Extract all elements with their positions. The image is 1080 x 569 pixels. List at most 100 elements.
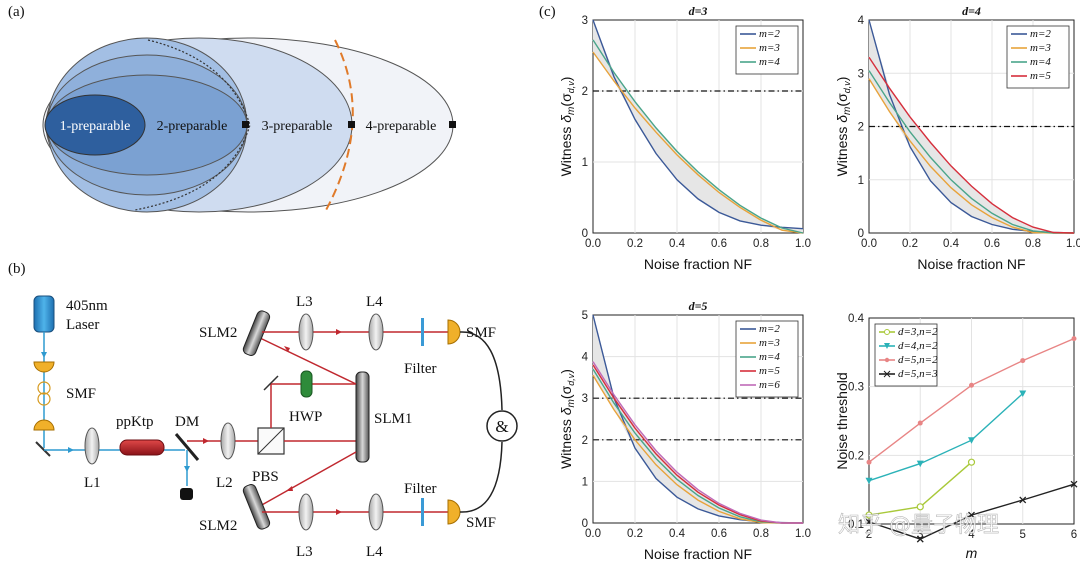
y-tick-label: 0 [582, 518, 588, 530]
data-point [967, 458, 976, 466]
panel-label-b: (b) [8, 261, 26, 277]
laser-label-2: Laser [66, 317, 99, 333]
watermark: 知乎 @量子物理 [838, 513, 999, 538]
legend-label: d=4,n=2 [898, 340, 938, 352]
chart-d4: 0.0 0.2 0.4 0.6 0.8 1.0 0 1 2 3 4 d=4 Noise fraction… [834, 4, 1080, 272]
x-axis-label: Noise fraction NF [917, 256, 1025, 272]
fiber-coupler-icon [33, 419, 55, 431]
panel-label-c: (c) [539, 4, 556, 20]
x-tick-label: 0.6 [711, 238, 727, 250]
y-tick-label: 4 [582, 352, 589, 364]
data-point [866, 459, 872, 465]
y-tick-label: 5 [582, 310, 588, 322]
fiber-line [459, 441, 503, 513]
dm-label: DM [175, 414, 199, 430]
set-3-marker [348, 121, 355, 128]
l4-top-label: L4 [366, 294, 383, 310]
set-1-ellipse [44, 94, 146, 156]
fiber-loop-icon [37, 381, 51, 395]
beam-dump-icon [180, 488, 193, 500]
arrow-icon [286, 486, 293, 491]
y-tick-label: 0.4 [848, 313, 865, 325]
coincidence-counter-icon [486, 410, 518, 442]
hwp-icon [300, 370, 313, 398]
legend-label: m=2 [1030, 28, 1051, 40]
coincidence-label: & [495, 417, 508, 436]
x-tick-label: 0.0 [861, 238, 877, 250]
dotted-boundary [134, 39, 251, 211]
y-tick-label: 1 [582, 476, 588, 488]
y-tick-label: 3 [582, 393, 588, 405]
x-tick-label: 1.0 [1066, 238, 1080, 250]
x-axis-label: Noise fraction NF [644, 546, 752, 562]
mirror-icon [263, 375, 279, 391]
legend-label: d=5,n=3 [898, 368, 938, 380]
x-tick-label: 4 [968, 529, 975, 541]
series-line-m=3 [868, 78, 1074, 234]
x-tick-label: 0.2 [627, 238, 643, 250]
shaded-region [593, 20, 803, 233]
legend-marker [883, 370, 891, 378]
y-tick-label: 0.3 [848, 382, 864, 394]
slm2-top-icon [242, 310, 271, 356]
x-tick-label: 0.8 [753, 528, 769, 540]
panel-label-a: (a) [8, 4, 25, 20]
slm1-icon [355, 371, 370, 463]
x-tick-label: 1.0 [795, 238, 811, 250]
fiber-loop-icon [37, 392, 51, 406]
l1-label: L1 [84, 475, 101, 491]
y-tick-label: 0 [858, 228, 864, 240]
series-line-m=3 [592, 51, 804, 234]
y-tick-label: 2 [858, 122, 864, 134]
x-tick-label: 0.6 [984, 238, 1000, 250]
legend-label: m=6 [759, 379, 780, 391]
lens-icon [220, 422, 236, 460]
legend-marker [884, 357, 890, 363]
pbs-diagonal [257, 427, 285, 455]
legend-label: m=3 [759, 337, 780, 349]
x-tick-label: 0.4 [669, 528, 686, 540]
lens-icon [368, 313, 384, 351]
legend-label: m=4 [759, 351, 780, 363]
lens-icon [368, 493, 384, 531]
y-tick-label: 4 [858, 15, 865, 27]
slm2-bottom-label: SLM2 [199, 518, 237, 534]
data-point [865, 518, 873, 526]
y-axis-label: Witness δm(σd,v) [558, 77, 577, 177]
smf-bottom-label: SMF [466, 515, 496, 531]
hwp-label: HWP [289, 409, 322, 425]
legend-label: m=4 [759, 56, 780, 68]
fiber-coupler-icon [447, 319, 461, 345]
l2-label: L2 [216, 475, 233, 491]
pbs-label: PBS [252, 469, 279, 485]
legend-label: d=3,n=2 [898, 326, 938, 338]
slm2-bottom-icon [242, 484, 271, 530]
photon-beam [259, 337, 357, 385]
data-point [1019, 390, 1027, 398]
y-tick-label: 2 [582, 435, 588, 447]
x-tick-label: 2 [866, 529, 872, 541]
x-tick-label: 0.4 [669, 238, 686, 250]
laser-icon [33, 295, 55, 333]
series-line-m=2 [592, 19, 804, 230]
series-line-m=5 [868, 56, 1075, 234]
x-tick-label: 0.2 [627, 528, 643, 540]
legend-label: m=5 [759, 365, 780, 377]
lens-icon [298, 313, 314, 351]
filter-icon [421, 318, 424, 346]
data-point [1071, 336, 1077, 342]
photon-beam [259, 451, 357, 507]
set-1-label: 1-preparable [60, 119, 131, 134]
x-tick-label: 0.6 [711, 528, 727, 540]
legend-label: m=2 [759, 28, 780, 40]
legend-label: m=4 [1030, 56, 1051, 68]
legend-label: m=5 [1030, 70, 1051, 82]
l4-bottom-label: L4 [366, 544, 383, 560]
data-point [917, 420, 923, 426]
series-line-m=4 [868, 70, 1074, 234]
l3-bottom-label: L3 [296, 544, 313, 560]
x-tick-label: 6 [1071, 529, 1077, 541]
filter-icon [421, 498, 424, 526]
set-4-label: 4-preparable [366, 119, 437, 134]
filter-top-label: Filter [404, 361, 437, 377]
